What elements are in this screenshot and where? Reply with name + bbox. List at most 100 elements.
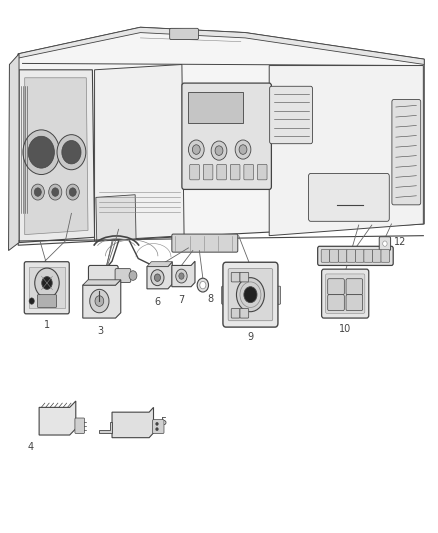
FancyBboxPatch shape xyxy=(230,165,240,180)
Text: 6: 6 xyxy=(154,297,160,307)
FancyBboxPatch shape xyxy=(28,267,65,309)
Circle shape xyxy=(211,141,227,160)
Circle shape xyxy=(34,188,41,196)
FancyBboxPatch shape xyxy=(321,249,330,262)
Text: 9: 9 xyxy=(247,332,254,342)
Circle shape xyxy=(52,188,59,196)
Circle shape xyxy=(155,427,158,431)
FancyBboxPatch shape xyxy=(190,165,199,180)
FancyBboxPatch shape xyxy=(318,246,393,265)
Circle shape xyxy=(28,136,54,168)
Circle shape xyxy=(244,287,257,303)
Circle shape xyxy=(154,274,160,281)
Polygon shape xyxy=(147,262,172,266)
Circle shape xyxy=(383,241,387,246)
FancyBboxPatch shape xyxy=(240,309,249,318)
Circle shape xyxy=(35,268,59,298)
FancyBboxPatch shape xyxy=(381,249,390,262)
Circle shape xyxy=(57,135,86,169)
Circle shape xyxy=(215,146,223,156)
FancyBboxPatch shape xyxy=(392,100,421,205)
Text: 4: 4 xyxy=(27,442,33,453)
FancyBboxPatch shape xyxy=(355,249,364,262)
Text: +: + xyxy=(353,273,360,281)
Circle shape xyxy=(66,184,79,200)
Text: 5: 5 xyxy=(160,417,166,427)
FancyBboxPatch shape xyxy=(188,92,243,123)
Text: 3: 3 xyxy=(97,326,103,336)
Circle shape xyxy=(235,140,251,159)
Circle shape xyxy=(29,298,34,304)
FancyBboxPatch shape xyxy=(347,249,356,262)
FancyBboxPatch shape xyxy=(275,286,281,304)
FancyBboxPatch shape xyxy=(182,83,272,189)
Circle shape xyxy=(179,273,184,279)
Polygon shape xyxy=(18,27,424,245)
Polygon shape xyxy=(18,27,424,64)
Text: −: − xyxy=(328,273,335,281)
FancyBboxPatch shape xyxy=(328,279,344,295)
FancyBboxPatch shape xyxy=(228,269,273,321)
FancyBboxPatch shape xyxy=(270,86,312,144)
Text: 2: 2 xyxy=(109,291,115,301)
FancyBboxPatch shape xyxy=(364,249,373,262)
Text: 12: 12 xyxy=(394,237,406,247)
FancyBboxPatch shape xyxy=(308,173,389,221)
Circle shape xyxy=(237,278,265,312)
FancyBboxPatch shape xyxy=(379,237,391,251)
FancyBboxPatch shape xyxy=(231,309,240,318)
Circle shape xyxy=(49,184,62,200)
FancyBboxPatch shape xyxy=(231,272,240,282)
FancyBboxPatch shape xyxy=(258,165,267,180)
Text: 10: 10 xyxy=(339,324,351,334)
Polygon shape xyxy=(147,262,172,289)
Circle shape xyxy=(42,277,52,289)
FancyBboxPatch shape xyxy=(222,286,228,304)
FancyBboxPatch shape xyxy=(372,249,381,262)
FancyBboxPatch shape xyxy=(172,234,238,252)
Polygon shape xyxy=(269,66,424,236)
Circle shape xyxy=(151,270,164,286)
FancyBboxPatch shape xyxy=(170,28,198,39)
Text: 1: 1 xyxy=(44,320,50,330)
Circle shape xyxy=(192,145,200,155)
FancyBboxPatch shape xyxy=(223,262,278,327)
Polygon shape xyxy=(83,280,121,285)
FancyBboxPatch shape xyxy=(338,249,347,262)
Text: 11: 11 xyxy=(350,272,361,282)
Circle shape xyxy=(90,289,109,313)
Polygon shape xyxy=(112,407,153,438)
FancyBboxPatch shape xyxy=(346,279,363,295)
FancyBboxPatch shape xyxy=(217,165,226,180)
Circle shape xyxy=(129,271,137,280)
FancyBboxPatch shape xyxy=(88,265,118,286)
Polygon shape xyxy=(99,422,112,433)
FancyBboxPatch shape xyxy=(325,274,365,313)
Polygon shape xyxy=(96,195,136,241)
Circle shape xyxy=(200,281,206,289)
Polygon shape xyxy=(9,54,19,251)
Text: 8: 8 xyxy=(208,294,214,304)
Circle shape xyxy=(155,422,158,425)
Polygon shape xyxy=(83,280,121,318)
FancyBboxPatch shape xyxy=(203,165,213,180)
Circle shape xyxy=(239,145,247,155)
FancyBboxPatch shape xyxy=(328,295,344,311)
Circle shape xyxy=(23,130,60,174)
Circle shape xyxy=(31,184,44,200)
Polygon shape xyxy=(172,261,195,287)
FancyBboxPatch shape xyxy=(346,295,363,311)
FancyBboxPatch shape xyxy=(321,269,369,318)
Polygon shape xyxy=(39,401,76,435)
FancyBboxPatch shape xyxy=(75,418,85,433)
Polygon shape xyxy=(25,78,88,235)
FancyBboxPatch shape xyxy=(24,262,69,314)
Circle shape xyxy=(69,188,76,196)
Circle shape xyxy=(197,278,208,292)
Circle shape xyxy=(176,269,187,283)
FancyBboxPatch shape xyxy=(152,419,164,433)
Circle shape xyxy=(62,141,81,164)
FancyBboxPatch shape xyxy=(115,269,131,282)
Circle shape xyxy=(95,296,104,306)
Polygon shape xyxy=(95,64,184,241)
